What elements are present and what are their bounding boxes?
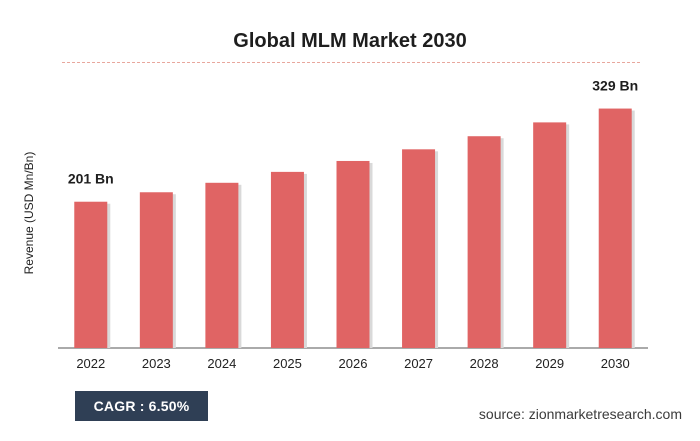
data-label: 329 Bn xyxy=(592,78,638,94)
bar-2026 xyxy=(336,160,370,348)
bar-2023 xyxy=(139,192,173,348)
chart-title: Global MLM Market 2030 xyxy=(233,30,467,52)
bar-2028 xyxy=(467,136,501,348)
x-tick-label: 2026 xyxy=(339,356,368,371)
x-tick-label: 2022 xyxy=(76,356,105,371)
bar-2030 xyxy=(598,108,632,348)
x-tick-label: 2023 xyxy=(142,356,171,371)
data-label: 201 Bn xyxy=(68,171,114,187)
x-tick-label: 2024 xyxy=(207,356,236,371)
bar-2025 xyxy=(270,171,304,348)
cagr-badge: CAGR : 6.50% xyxy=(75,391,208,421)
title-divider xyxy=(62,62,640,63)
source-text: source: zionmarketresearch.com xyxy=(478,406,682,422)
x-tick-label: 2029 xyxy=(535,356,564,371)
x-tick-label: 2030 xyxy=(601,356,630,371)
bar-2029 xyxy=(533,122,567,348)
bar-2024 xyxy=(205,182,239,348)
bar-2022 xyxy=(74,201,108,348)
x-tick-label: 2025 xyxy=(273,356,302,371)
bar-2027 xyxy=(402,149,436,348)
x-tick-label: 2027 xyxy=(404,356,433,371)
x-tick-label: 2028 xyxy=(470,356,499,371)
